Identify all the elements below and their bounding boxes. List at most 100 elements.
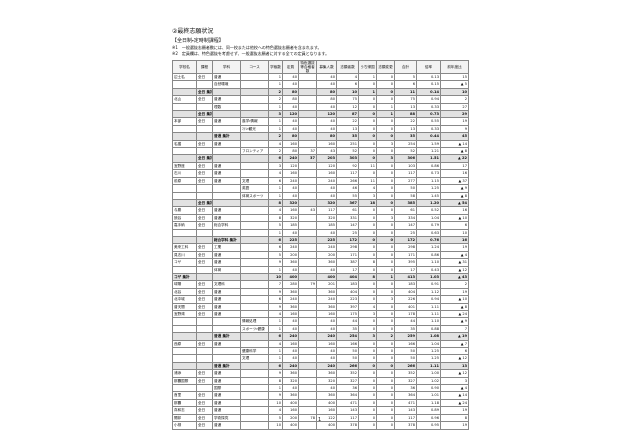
- table-cell: 0: [358, 206, 377, 215]
- table-cell: 40: [316, 117, 337, 126]
- table-cell: [240, 361, 269, 371]
- table-cell: 360: [316, 369, 337, 378]
- table-cell: [172, 132, 197, 141]
- table-cell: 75: [394, 95, 417, 104]
- table-cell: [240, 102, 269, 112]
- table-cell: 320: [282, 213, 299, 223]
- table-row: 宜野座 全日 普通 3 120 120 92 11 0 103 0.86 17: [172, 161, 469, 171]
- table-cell: 40: [316, 184, 337, 193]
- table-cell: 6: [268, 235, 283, 245]
- table-row: 全日 集計 2 80 80 10 1 0 11 0.14 10: [172, 87, 469, 97]
- table-cell: 0.14: [416, 87, 441, 97]
- table-row: コザ 全日 普通 9 360 360 387 8 0 395 1.10 ▲ 31: [172, 258, 469, 267]
- table-cell: 普通: [212, 139, 241, 149]
- table-cell: 397: [336, 302, 359, 312]
- table-cell: [240, 280, 269, 289]
- table-cell: [240, 243, 269, 252]
- table-cell: [196, 147, 213, 156]
- table-cell: 1: [268, 191, 283, 200]
- table-cell: 3: [376, 154, 395, 163]
- table-cell: 北谷: [172, 287, 197, 297]
- table-cell: [240, 221, 269, 230]
- table-cell: 240: [316, 295, 337, 304]
- table-cell: [240, 161, 269, 171]
- table-cell: 3: [376, 295, 395, 304]
- table-cell: 200: [282, 413, 299, 423]
- table-cell: 143: [336, 406, 359, 415]
- table-cell: 文理: [240, 354, 269, 363]
- table-cell: 0: [376, 243, 395, 252]
- table-cell: 0.96: [416, 413, 441, 423]
- table-cell: 45: [440, 132, 469, 141]
- table-row: 前原 全日 普通 文理 6 240 240 266 11 0 277 1.15 ▲ 37: [172, 176, 469, 186]
- table-cell: 92: [336, 161, 359, 171]
- table-cell: 0: [376, 421, 395, 430]
- table-cell: 4: [358, 184, 377, 193]
- table-cell: 80: [316, 132, 337, 141]
- table-cell: 327: [336, 376, 359, 386]
- table-cell: 19: [440, 406, 469, 415]
- table-cell: 327: [394, 376, 417, 386]
- table-cell: 404: [336, 287, 359, 297]
- table-cell: 10: [336, 87, 359, 97]
- column-header: うち帰国: [358, 60, 377, 74]
- table-cell: 87: [336, 110, 359, 119]
- table-cell: 0: [376, 95, 395, 104]
- table-cell: 3: [268, 110, 283, 119]
- table-cell: 40: [282, 265, 299, 274]
- table-cell: 1.12: [416, 287, 441, 297]
- table-cell: 80: [282, 95, 299, 104]
- table-cell: 1.25: [416, 347, 441, 356]
- table-cell: ▲ 4: [440, 250, 469, 260]
- table-row: 普天間 全日 普通 9 360 360 397 4 0 401 1.11 ▲ 8: [172, 302, 469, 312]
- table-cell: 320: [282, 198, 299, 208]
- table-cell: 0: [376, 161, 395, 171]
- table-cell: 12: [336, 102, 359, 112]
- table-cell: 400: [282, 398, 299, 408]
- table-cell: 那覇: [172, 398, 197, 408]
- table-row: 与勝 全日 普通 4 160 43 117 61 0 0 61 0.52 16: [172, 206, 469, 215]
- table-cell: 19: [440, 117, 469, 126]
- table-row: 体育 1 40 40 17 0 0 17 0.43 ▲ 12: [172, 265, 469, 274]
- table-cell: 0: [376, 406, 395, 415]
- table-cell: 40: [316, 354, 337, 363]
- table-cell: 全日 集計: [196, 110, 213, 119]
- table-cell: [240, 398, 269, 408]
- table-cell: 2: [440, 280, 469, 289]
- table-cell: [212, 184, 241, 193]
- table-cell: 全日: [196, 169, 213, 178]
- table-cell: コザ 集計: [172, 272, 197, 282]
- table-row: 首里 全日 普通 9 360 360 364 0 0 364 1.01 ▲ 14: [172, 391, 469, 400]
- table-cell: 0: [358, 317, 377, 326]
- table-cell: 全日: [196, 213, 213, 223]
- table-cell: 80: [282, 87, 299, 97]
- table-cell: 44: [394, 317, 417, 326]
- table-cell: 200: [316, 250, 337, 260]
- table-cell: [298, 272, 317, 282]
- table-cell: [298, 376, 317, 386]
- table-cell: 7: [268, 280, 283, 289]
- table-cell: 4: [268, 206, 283, 215]
- table-cell: [196, 228, 213, 237]
- table-cell: 58: [394, 191, 417, 200]
- table-cell: 1.59: [416, 139, 441, 149]
- table-cell: 27: [440, 102, 469, 112]
- table-cell: 55: [336, 191, 359, 200]
- table-cell: [298, 265, 317, 274]
- table-cell: 178: [394, 309, 417, 319]
- table-cell: 1: [268, 102, 283, 112]
- table-cell: 1.25: [416, 184, 441, 193]
- table-cell: 120: [282, 110, 299, 119]
- table-cell: ▲ 12: [440, 265, 469, 274]
- table-cell: 3: [440, 376, 469, 386]
- table-cell: 文理: [240, 176, 269, 186]
- table-cell: [298, 132, 317, 141]
- table-cell: [196, 132, 213, 141]
- table-cell: 普通: [212, 169, 241, 178]
- table-cell: 16: [440, 235, 469, 245]
- table-cell: 35: [336, 132, 359, 141]
- table-cell: 0: [376, 265, 395, 274]
- table-cell: 1: [268, 354, 283, 363]
- table-cell: 2: [440, 95, 469, 104]
- table-cell: 9: [268, 391, 283, 400]
